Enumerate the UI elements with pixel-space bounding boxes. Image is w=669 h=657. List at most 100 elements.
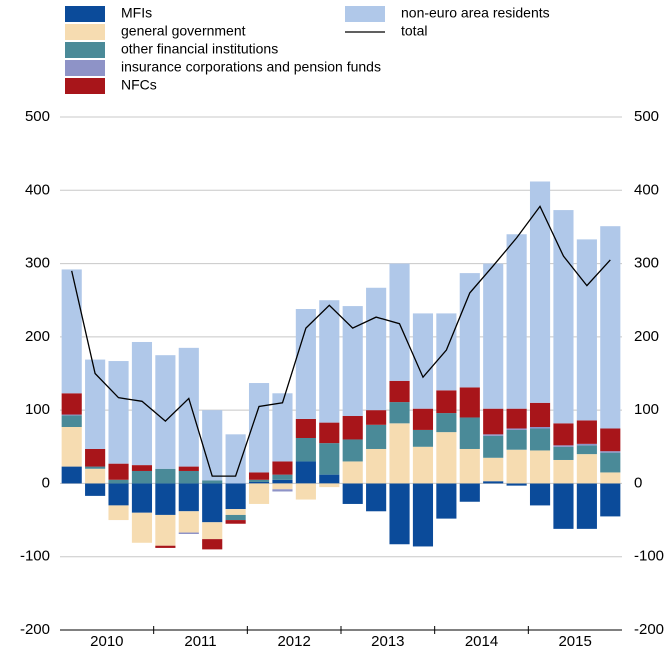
bar-segment	[342, 439, 363, 462]
bar-segment	[389, 423, 410, 484]
x-group-label: 2012	[277, 633, 310, 650]
bar-segment	[131, 470, 153, 484]
bar-segment	[225, 483, 246, 510]
bar-segment	[553, 459, 574, 484]
bar-segment	[459, 387, 480, 418]
bar-segment	[412, 483, 434, 547]
bar-segment	[108, 361, 129, 464]
bar-segment	[248, 472, 270, 480]
bar-segment	[389, 380, 410, 403]
bar-segment	[319, 422, 340, 444]
legend-label: insurance corporations and pension funds	[121, 59, 381, 75]
legend-swatch	[65, 6, 105, 22]
legend-swatch	[345, 6, 385, 22]
bar-segment	[202, 410, 223, 481]
bar-segment	[272, 393, 293, 462]
bar-segment	[366, 287, 387, 411]
bar-segment	[483, 457, 504, 482]
bar-segment	[61, 415, 82, 427]
y2-tick-label: 300	[634, 255, 659, 272]
bar-segment	[436, 432, 457, 484]
y-tick-label: 100	[25, 401, 50, 418]
bar-segment	[272, 479, 293, 484]
y-tick-label: 400	[25, 181, 50, 198]
bar-segment	[506, 234, 527, 409]
bar-segment	[295, 418, 316, 438]
bar-segment	[272, 489, 293, 492]
bar-segment	[155, 545, 176, 548]
bar-segment	[178, 511, 199, 533]
bar-segment	[576, 454, 597, 484]
bar-segment	[459, 273, 480, 388]
bar-segment	[436, 313, 457, 391]
bar-segment	[553, 445, 574, 447]
bar-segment	[108, 463, 129, 480]
bar-segment	[85, 359, 106, 449]
bar-segment	[155, 483, 176, 515]
y2-tick-label: 100	[634, 401, 659, 418]
bar-segment	[61, 269, 82, 394]
x-group-label: 2014	[465, 633, 498, 650]
bar-segment	[248, 483, 270, 504]
bar-segment	[225, 434, 246, 484]
bar-segment	[553, 483, 574, 529]
bar-segment	[506, 449, 527, 484]
bar-segment	[506, 483, 527, 486]
bar-segment	[85, 448, 106, 467]
legend-label: non-euro area residents	[401, 5, 550, 21]
bar-segment	[61, 466, 82, 484]
x-group-label: 2010	[90, 633, 123, 650]
bar-segment	[178, 466, 199, 471]
bar-segment	[553, 423, 574, 446]
bar-segment	[576, 420, 597, 444]
bar-segment	[529, 402, 551, 427]
bar-segment	[529, 483, 551, 506]
bar-segment	[576, 483, 597, 529]
bar-segment	[342, 483, 363, 504]
bar-segment	[459, 448, 480, 484]
legend-swatch	[65, 60, 105, 76]
bar-segment	[248, 479, 270, 482]
bar-segment	[436, 483, 457, 519]
bar-segment	[600, 452, 621, 473]
y2-tick-label: -200	[634, 621, 664, 638]
bar-segment	[178, 347, 199, 467]
bar-segment	[459, 417, 480, 449]
bar-segment	[202, 480, 223, 484]
bar-segment	[412, 313, 434, 409]
bar-segment	[295, 437, 316, 462]
bar-segment	[576, 239, 597, 421]
bar-segment	[529, 450, 551, 484]
bar-segment	[600, 483, 621, 517]
bar-segment	[108, 479, 129, 484]
y2-tick-label: -100	[634, 548, 664, 565]
y-tick-label: 500	[25, 108, 50, 125]
bar-segment	[483, 435, 504, 458]
bar-segment	[272, 483, 293, 490]
bar-segment	[366, 448, 387, 484]
bar-segment	[85, 483, 106, 496]
legend-swatch	[65, 78, 105, 94]
y-tick-label: -100	[20, 548, 50, 565]
legend-swatch	[65, 42, 105, 58]
bar-segment	[366, 483, 387, 512]
y2-tick-label: 0	[634, 474, 642, 491]
bar-segment	[319, 474, 340, 484]
bar-segment	[506, 429, 527, 450]
bar-segment	[483, 263, 504, 409]
bar-segment	[576, 443, 597, 446]
bar-segment	[600, 226, 621, 429]
bar-segment	[459, 483, 480, 502]
legend-swatch	[65, 24, 105, 40]
bar-segment	[155, 355, 176, 469]
bar-segment	[412, 446, 434, 484]
bar-segment	[202, 539, 223, 550]
bar-segment	[342, 461, 363, 484]
bar-segment	[483, 434, 504, 436]
bar-segment	[319, 300, 340, 423]
bar-segment	[436, 413, 457, 433]
bar-segment	[248, 481, 270, 484]
bar-segment	[225, 520, 246, 524]
y-tick-label: 0	[42, 474, 50, 491]
